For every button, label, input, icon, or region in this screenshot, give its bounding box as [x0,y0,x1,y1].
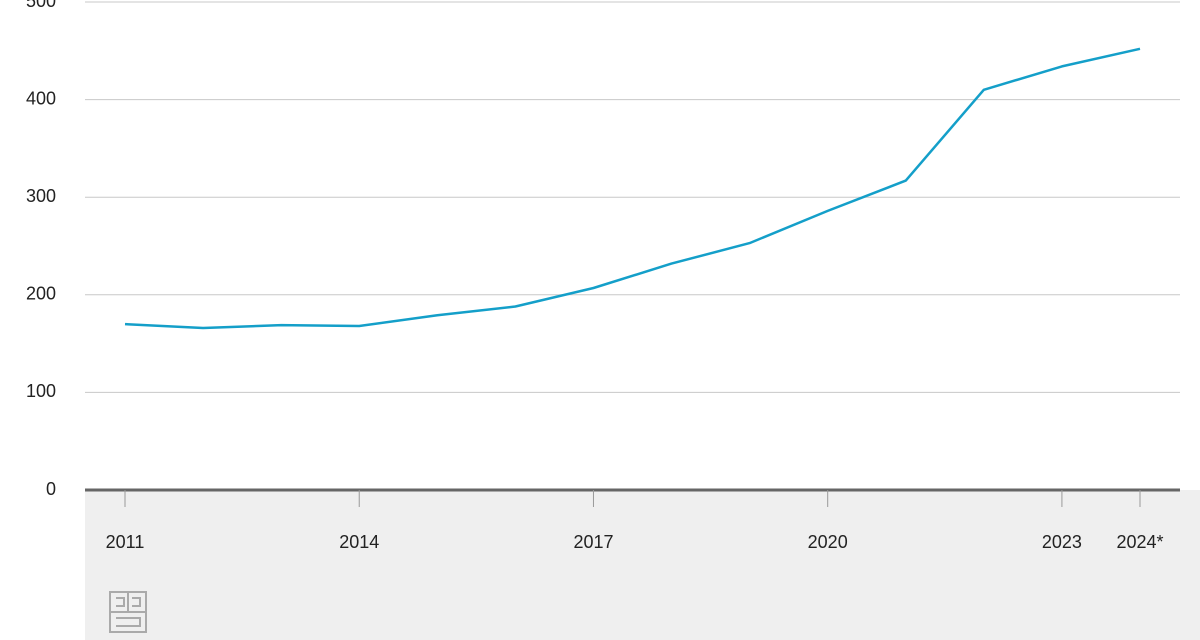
data-line [124,47,1141,330]
footer-band [85,490,1200,640]
x-tick-label: 2011 [106,532,145,552]
y-tick-label: 0 [46,479,56,499]
y-tick-label: 400 [26,88,56,108]
x-tick-label: 2014 [339,532,379,552]
y-tick-label: 100 [26,381,56,401]
y-tick-label: 300 [26,186,56,206]
x-tick-label: 2023 [1042,532,1082,552]
y-tick-label: 200 [26,284,56,304]
x-tick-label: 2024* [1116,532,1163,552]
x-tick-label: 2020 [808,532,848,552]
y-tick-label: 500 [26,0,56,11]
x-tick-label: 2017 [573,532,613,552]
logo [109,591,147,633]
